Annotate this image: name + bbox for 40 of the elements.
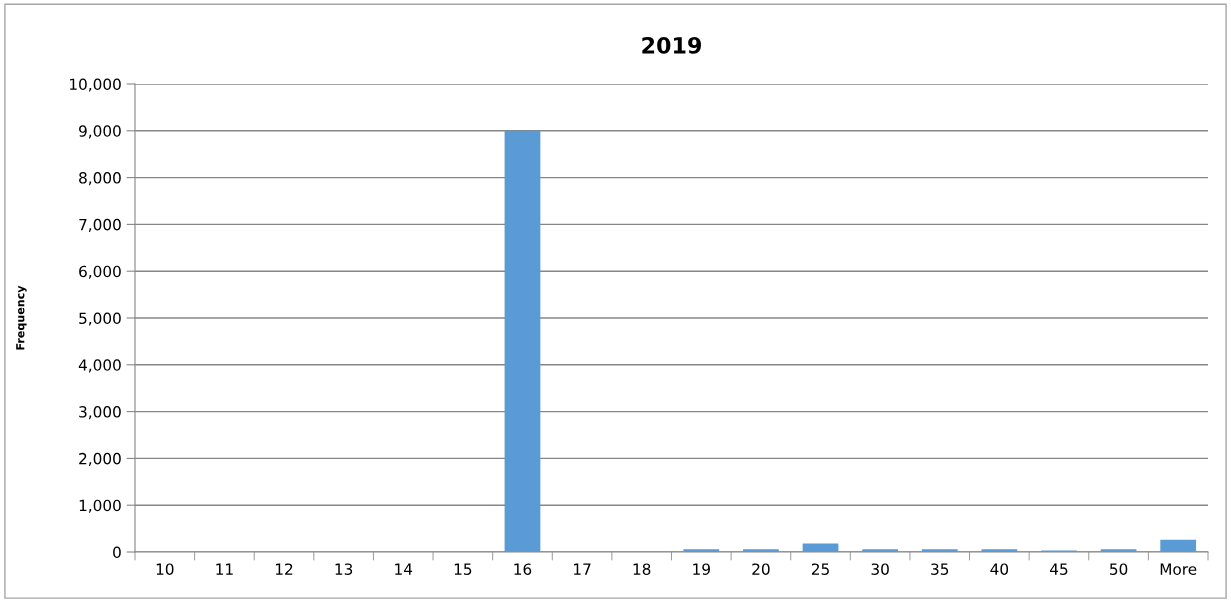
y-tick-label: 2,000 (79, 452, 121, 466)
x-tick-label: 25 (811, 563, 829, 575)
x-tick-label: 45 (1050, 563, 1068, 575)
y-tick-label: 3,000 (79, 406, 121, 420)
bar (802, 543, 839, 552)
y-tick-label: 4,000 (78, 359, 121, 373)
y-tick-label: 0 (113, 546, 121, 559)
y-axis-title: Frequency (16, 285, 27, 350)
x-tick-label: 13 (335, 563, 353, 575)
x-tick-label: 17 (574, 563, 591, 575)
x-tick-label: 20 (752, 563, 770, 575)
bar (683, 549, 720, 552)
chart-title: 2019 (642, 36, 701, 54)
bar (504, 130, 541, 552)
bar (862, 549, 899, 552)
y-tick-label: 9,000 (79, 125, 121, 139)
x-tick-label: 19 (693, 563, 710, 575)
x-tick-label: 50 (1110, 563, 1128, 575)
x-tick-label: 12 (275, 563, 293, 575)
y-tick-label: 1,000 (79, 499, 121, 513)
x-tick-label: 40 (990, 563, 1009, 575)
bar (921, 549, 958, 552)
y-tick-label: 6,000 (79, 265, 121, 279)
x-tick-label: 14 (395, 563, 413, 575)
x-tick-label: 35 (931, 563, 949, 575)
x-tick-label: 30 (871, 563, 889, 575)
y-tick-label: 8,000 (79, 172, 121, 186)
x-tick-label: 10 (156, 563, 174, 575)
bar (743, 549, 779, 552)
y-tick-label: 7,000 (79, 218, 121, 232)
x-tick-label: 16 (514, 563, 532, 575)
bar (1100, 549, 1137, 552)
y-tick-label: 10,000 (70, 78, 121, 92)
bar (981, 549, 1018, 552)
x-tick-label: 11 (216, 563, 233, 575)
x-tick-label: 18 (633, 563, 651, 575)
bar (1160, 539, 1197, 552)
x-tick-label: 15 (454, 563, 472, 575)
x-tick-label: More (1160, 563, 1197, 575)
y-tick-label: 5,000 (79, 312, 121, 326)
